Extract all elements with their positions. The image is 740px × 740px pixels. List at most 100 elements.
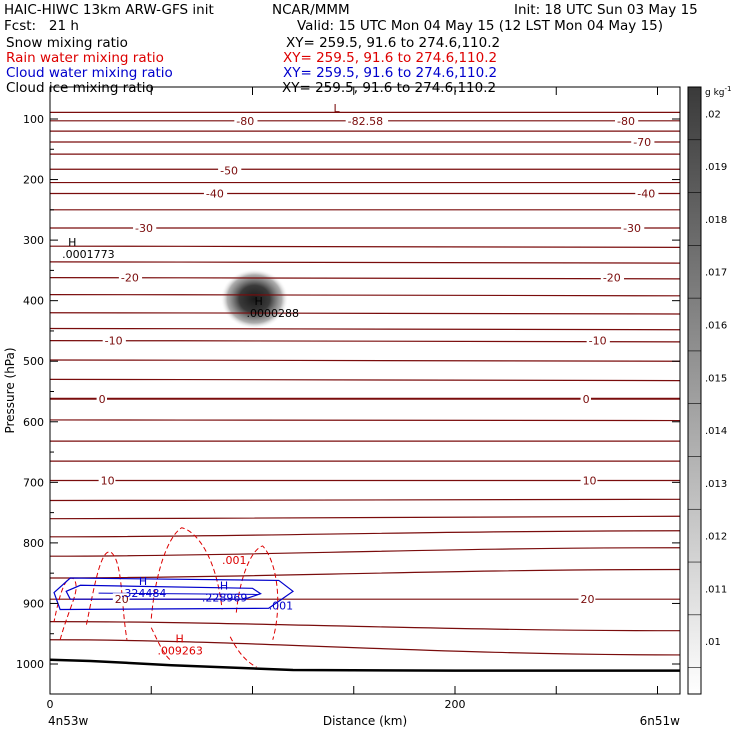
field-label-cloud-water: Cloud water mixing ratio	[6, 65, 173, 81]
org-label: NCAR/MMM	[272, 2, 350, 18]
isotherm-label-bg	[102, 334, 126, 348]
isotherm-line	[50, 547, 680, 557]
isotherm-line	[50, 639, 680, 656]
snow-max-label: .0001773	[62, 248, 115, 261]
isotherm-label: -30	[135, 222, 153, 235]
isotherm-label-bg	[578, 593, 596, 607]
rain-max-marker: H	[175, 633, 183, 646]
y-tick-label: 100	[23, 113, 44, 126]
y-tick-label: 1000	[16, 658, 44, 671]
field-xy-cloud-water: XY= 259.5, 91.6 to 274.6,110.2	[283, 65, 498, 81]
isotherm-label-bg	[615, 114, 639, 128]
isotherm-label-bg	[345, 114, 389, 128]
isotherm-label: 10	[101, 475, 115, 488]
colorbar-tick-label: .015	[705, 373, 727, 384]
isotherm-line	[50, 294, 680, 297]
isotherm-line	[50, 327, 680, 331]
isotherm-label: -40	[637, 187, 655, 200]
colorbar-tick-label: .017	[705, 268, 727, 279]
isotherm-label: 20	[581, 593, 595, 606]
isotherm-label: -20	[121, 272, 139, 285]
x-tick-label: 200	[445, 698, 466, 711]
x-axis-label: Distance (km)	[323, 714, 407, 728]
isotherm-label: 0	[99, 393, 106, 406]
snow-max-marker: H	[68, 236, 76, 249]
cloud-water-max-marker: H	[220, 579, 228, 592]
chart-title: HAIC-HIWC 13km ARW-GFS init	[4, 2, 214, 18]
isotherm-line	[50, 359, 680, 362]
isotherm-label-bg	[218, 164, 242, 178]
isotherm-label: -40	[206, 187, 224, 200]
y-tick-label: 500	[23, 355, 44, 368]
isotherm-line	[50, 530, 680, 538]
isotherm-label: 10	[583, 475, 597, 488]
rain-contour-line	[150, 627, 172, 662]
x-tick-label: 0	[47, 698, 54, 711]
snow-shading-blob	[220, 268, 289, 329]
colorbar	[687, 86, 702, 695]
field-label-cloud-ice: Cloud ice mixing ratio	[6, 80, 154, 96]
isotherm-line	[50, 312, 680, 315]
y-tick-label: 900	[23, 597, 44, 610]
y-tick-label: 400	[23, 295, 44, 308]
isotherm-label: -80	[236, 115, 254, 128]
field-label-rain: Rain water mixing ratio	[6, 50, 164, 66]
rain-contour-line	[229, 636, 257, 668]
isotherm-line	[50, 419, 680, 422]
isotherm-line	[50, 378, 680, 382]
rain-contour-line	[53, 577, 77, 640]
y-tick-label: 200	[23, 174, 44, 187]
isotherm-label-bg	[98, 474, 116, 488]
snow-blob-max-marker: H	[255, 295, 263, 308]
colorbar-tick-label: .013	[705, 479, 727, 490]
isotherm-label-bg	[580, 392, 591, 406]
y-tick-label: 300	[23, 234, 44, 247]
cloud-water-max-label: .228969	[202, 591, 248, 604]
isotherm-label: -10	[589, 335, 607, 348]
surface-pressure-line	[50, 658, 680, 672]
colorbar-tick-label: .019	[705, 162, 727, 173]
isotherm-label-bg	[234, 114, 258, 128]
isotherm-label: -82.58	[348, 115, 383, 128]
y-axis-label: Pressure (hPa)	[3, 347, 17, 433]
y-tick-label: 800	[23, 537, 44, 550]
isotherm-line	[50, 498, 680, 502]
valid-time: Valid: 15 UTC Mon 04 May 15 (12 LST Mon …	[297, 18, 664, 34]
y-tick-label: 700	[23, 476, 44, 489]
isotherm-line	[50, 277, 680, 280]
colorbar-tick-label: .018	[705, 215, 727, 226]
y-tick-label: 600	[23, 416, 44, 429]
isotherm-label-bg	[586, 334, 610, 348]
isotherm-label-bg	[133, 222, 157, 235]
forecast-hour: Fcst: 21 h	[4, 18, 79, 34]
colorbar-unit: g kg-1	[705, 85, 731, 98]
colorbar-tick-label: .012	[705, 532, 727, 543]
isotherm-label: -10	[105, 335, 123, 348]
snow-blob-max-label: .0000288	[247, 307, 300, 320]
isotherm-label-bg	[580, 474, 598, 488]
isotherm-label-bg	[631, 136, 655, 150]
rain-contour-label: .001	[222, 554, 247, 567]
isotherm-line	[50, 621, 680, 632]
isotherm-label-bg	[600, 271, 625, 285]
isotherm-label-bg	[118, 271, 143, 285]
isotherm-label: -20	[603, 272, 621, 285]
isotherm-label: 20	[115, 593, 129, 606]
field-label-snow: Snow mixing ratio	[6, 35, 128, 51]
isotherm-line	[50, 261, 680, 264]
plot-frame	[49, 86, 681, 695]
init-time: Init: 18 UTC Sun 03 May 15	[514, 2, 698, 18]
field-xy-rain: XY= 259.5, 91.6 to 274.6,110.2	[283, 50, 498, 66]
colorbar-tick-label: .01	[705, 637, 721, 648]
isotherm-label-bg	[112, 593, 130, 607]
isotherm-line	[50, 568, 680, 579]
cloud-water-contour-label: .001	[269, 599, 294, 612]
isotherm-label-bg	[621, 222, 645, 235]
isotherm-label-bg	[203, 187, 228, 201]
colorbar-tick-label: .016	[705, 321, 727, 332]
colorbar-tick-label: .02	[705, 109, 721, 120]
isotherm-label: 0	[583, 393, 590, 406]
cloud-water-outer-contour	[53, 577, 295, 611]
colorbar-tick-label: .014	[705, 426, 727, 437]
colorbar-tick-label: .011	[705, 584, 727, 595]
